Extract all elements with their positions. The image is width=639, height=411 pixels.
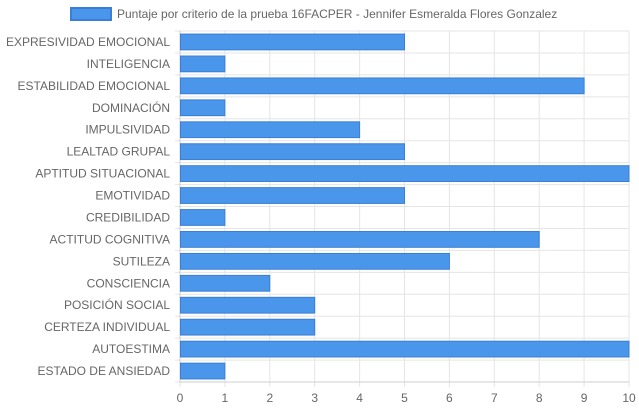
bar[interactable] xyxy=(180,55,226,73)
category-label: CREDIBILIDAD xyxy=(86,210,170,224)
x-tick-label: 3 xyxy=(311,391,318,405)
category-label: LEALTAD GRUPAL xyxy=(67,145,171,159)
bar[interactable] xyxy=(180,274,271,292)
x-axis-tick-labels: 0 1 2 3 4 5 6 7 8 9 10 xyxy=(177,391,636,405)
bar[interactable] xyxy=(180,340,630,358)
x-tick-label: 4 xyxy=(356,391,363,405)
category-label: EMOTIVIDAD xyxy=(95,189,170,203)
category-label: ESTADO DE ANSIEDAD xyxy=(38,364,171,378)
bar[interactable] xyxy=(180,33,405,51)
bar[interactable] xyxy=(180,143,405,161)
bar[interactable] xyxy=(180,77,585,95)
chart-bars xyxy=(180,33,630,380)
category-label: CERTEZA INDIVIDUAL xyxy=(44,320,170,334)
legend-label[interactable]: Puntaje por criterio de la prueba 16FACP… xyxy=(117,7,557,21)
category-label: APTITUD SITUACIONAL xyxy=(35,167,170,181)
x-tick-label: 6 xyxy=(446,391,453,405)
category-label: ACTITUD COGNITIVA xyxy=(50,232,170,246)
bar[interactable] xyxy=(180,165,630,182)
bar[interactable] xyxy=(180,231,540,248)
x-tick-label: 2 xyxy=(266,391,273,405)
bar[interactable] xyxy=(180,362,226,380)
bar[interactable] xyxy=(180,121,361,139)
x-tick-label: 8 xyxy=(536,391,543,405)
bar[interactable] xyxy=(180,187,405,204)
bar[interactable] xyxy=(180,209,226,226)
x-tick-label: 5 xyxy=(401,391,408,405)
x-tick-label: 7 xyxy=(491,391,498,405)
bar[interactable] xyxy=(180,99,226,117)
category-label: DOMINACIÓN xyxy=(92,100,170,115)
category-label: AUTOESTIMA xyxy=(92,342,170,356)
x-tick-label: 9 xyxy=(581,391,588,405)
chart-legend[interactable]: Puntaje por criterio de la prueba 16FACP… xyxy=(70,7,557,21)
x-tick-label: 1 xyxy=(222,391,229,405)
category-label: SUTILEZA xyxy=(113,254,170,268)
category-label: EXPRESIVIDAD EMOCIONAL xyxy=(6,35,170,49)
bar[interactable] xyxy=(180,252,450,270)
category-label: POSICIÓN SOCIAL xyxy=(64,297,170,312)
category-labels: EXPRESIVIDAD EMOCIONAL INTELIGENCIA ESTABI… xyxy=(6,35,170,378)
category-label: INTELIGENCIA xyxy=(87,57,170,71)
bar[interactable] xyxy=(180,318,316,336)
legend-swatch[interactable] xyxy=(70,7,112,21)
bar[interactable] xyxy=(180,296,316,314)
x-tick-label: 10 xyxy=(622,391,636,405)
category-label: IMPULSIVIDAD xyxy=(85,123,170,137)
category-label: ESTABILIDAD EMOCIONAL xyxy=(18,79,171,93)
x-tick-label: 0 xyxy=(177,391,184,405)
category-label: CONSCIENCIA xyxy=(87,276,170,290)
